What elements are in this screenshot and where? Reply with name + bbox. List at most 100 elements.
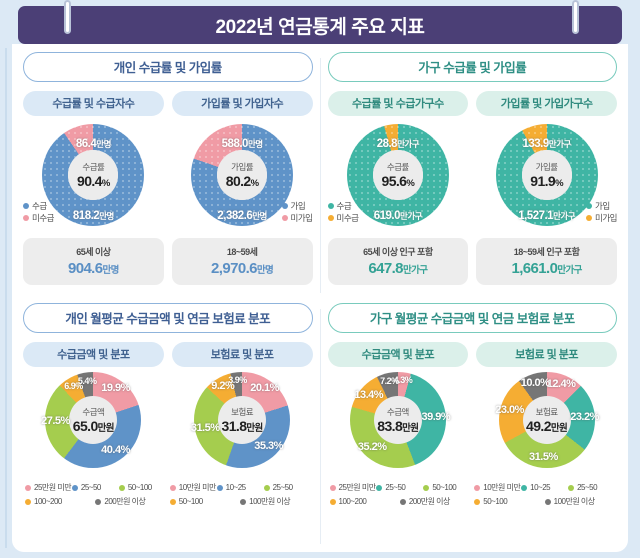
pie-slice-label: 3.9% (228, 375, 247, 386)
binder-ring-right (572, 0, 579, 34)
center-label: 보험료 (231, 407, 254, 417)
pie-slice-label: 27.5% (41, 415, 70, 428)
legend-label: 10만원 미만 (483, 483, 521, 492)
legend-item: 50~100 (118, 482, 166, 493)
pie-slice-label: 6.9% (64, 380, 83, 391)
legend-item: 10만원 미만 (474, 482, 521, 493)
pie-center-individual-premium-amount: 보험료 31.8만원 (218, 396, 267, 444)
annotation-non-recipients: 86.4만명 (75, 138, 112, 150)
page-title: 2022년 연금통계 주요 지표 (215, 16, 425, 38)
donut-center-individual-enrollment-rate: 가입률 80.2% (217, 150, 268, 200)
pie-slice-label: 40.4% (101, 443, 130, 456)
legend-swatch (329, 498, 336, 505)
legend-swatch (169, 484, 176, 491)
center-label: 가입률 (535, 162, 558, 172)
legend-item: 200만원 이상 (95, 496, 165, 507)
annotation-recipient-households: 619.0만가구 (373, 210, 423, 222)
chart-household-enrollment-rate: 가입률 및 가입가구수 가입률 91.9% 133.9만가구 1,527.1만가… (476, 91, 617, 285)
pie-slice-label: 4.3% (393, 375, 413, 386)
legend-label: 200만원 이상 (104, 497, 146, 506)
pie-slice-label: 10.0% (520, 376, 550, 389)
legend-label: 미수급 (32, 213, 54, 223)
pie-slice-label: 13.4% (354, 388, 384, 401)
legend-swatch (423, 484, 430, 491)
chart-household-premium-amount: 보험료 및 분포 보험료 49.2만원 12.4% 23.2% 31.5% 23.0%… (476, 342, 617, 476)
pie-slice-label: 31.5% (190, 422, 220, 435)
pie-slice-label: 39.9% (421, 411, 451, 424)
binder-ring-left (64, 0, 71, 34)
center-value: 49.2만원 (526, 418, 568, 434)
legend-swatch (327, 203, 334, 209)
legend-label: 25만원 미만 (34, 483, 72, 492)
center-value: 80.2% (225, 173, 259, 189)
pie-household-premium-amount: 보험료 49.2만원 (498, 372, 595, 468)
statbox-caption: 65세 이상 인구 포함 (363, 247, 433, 257)
panel-divider (319, 58, 321, 293)
legend-swatch (568, 484, 575, 491)
legend-label: 수급 (32, 201, 47, 211)
pie-slice-label: 9.2% (211, 380, 235, 393)
pie-household-receipt-amount: 수급액 83.8만원 (349, 372, 446, 468)
annotation-enrolled-households: 1,527.1만가구 (518, 210, 576, 222)
legend-swatch (281, 203, 288, 209)
legend-item: 10~25 (521, 482, 568, 493)
section-title-individual-amounts: 개인 월평균 수급금액 및 연금 보험료 분포 (23, 303, 313, 333)
legend-swatch (23, 203, 29, 209)
legend-swatch (169, 498, 176, 505)
center-value: 83.8만원 (377, 418, 419, 434)
legend-item: 10만원 미만 (169, 482, 217, 493)
center-label: 보험료 (535, 407, 558, 417)
legend-swatch (474, 498, 481, 505)
section-household-rates: 가구 수급률 및 가입률 수급률 및 수급가구수 수급률 95.6% (323, 52, 623, 299)
pie-slice-label: 5.4% (77, 375, 97, 386)
pie-slice-label: 23.2% (570, 410, 599, 423)
center-label: 가입률 (231, 162, 254, 172)
section-title-household-rates: 가구 수급률 및 가입률 (327, 52, 617, 82)
statbox-household-enrollment: 18~59세 인구 포함 1,661.0만가구 (476, 238, 617, 285)
legend-item: 25~50 (71, 482, 119, 493)
content-card: 개인 수급률 및 가입률 수급률 및 수급자수 수급률 90.4% (12, 44, 628, 552)
statbox-caption: 18~59세 인구 포함 (513, 247, 580, 257)
pie-slice-label: 23.0% (495, 404, 524, 417)
legend-label: 미수급 (336, 213, 359, 223)
pie-individual-receipt-amount: 수급액 65.0만원 (45, 372, 142, 468)
sub-title-individual-enrollment-rate: 가입률 및 가입자수 (171, 91, 313, 116)
chart-individual-premium-amount: 보험료 및 분포 보험료 31.8만원 20.1% 35.3% 31.5% 9.2% 3… (171, 342, 313, 476)
legend-label: 수급 (336, 201, 352, 211)
sub-title-household-premium-amount: 보험료 및 분포 (476, 342, 617, 367)
legend-label: 25~50 (80, 483, 101, 492)
pie-individual-premium-amount: 보험료 31.8만원 (194, 372, 291, 468)
donut-center-household-enrollment-rate: 가입률 91.9% (521, 150, 572, 200)
sub-title-individual-receipt-rate: 수급률 및 수급자수 (23, 91, 164, 116)
center-label: 수급률 (82, 162, 105, 172)
pie-slice-label: 19.9% (101, 382, 130, 395)
section-title-individual-rates: 개인 수급률 및 가입률 (23, 52, 313, 82)
annotation-recipients: 818.2만명 (72, 210, 114, 222)
pie-slice-label: 35.3% (254, 440, 283, 453)
statbox-value: 2,970.6만명 (211, 260, 274, 277)
section-household-amounts: 가구 월평균 수급금액 및 연금 보험료 분포 수급금액 및 분포 수급액 83… (323, 303, 623, 550)
legend-swatch (216, 484, 223, 491)
legend-swatch (474, 484, 481, 491)
legend-individual-amounts: 25만원 미만 25~50 50~100 100~200 200만원 이상 10만원 미… (23, 482, 313, 507)
pie-slice-label: 12.4% (546, 377, 576, 390)
legend-item: 25만원 미만 (25, 482, 72, 493)
legend-group-receipt: 25만원 미만 25~50 50~100 100~200 200만원 이상 (329, 482, 471, 507)
legend-label: 가입 (290, 201, 306, 211)
legend-item: 50~100 (423, 482, 470, 493)
left-edge-rule (5, 48, 7, 548)
legend-swatch (240, 498, 247, 505)
legend-household-amounts: 25만원 미만 25~50 50~100 100~200 200만원 이상 10만원 미… (328, 482, 618, 507)
statbox-value: 647.8만가구 (368, 260, 428, 277)
panel-divider (319, 309, 321, 544)
annotation-non-enrolled-households: 133.9만가구 (522, 138, 572, 150)
center-value: 91.9% (530, 173, 563, 189)
sub-title-household-enrollment-rate: 가입률 및 가입가구수 (476, 91, 617, 116)
legend-label: 25~50 (272, 483, 293, 492)
legend-item: 50~100 (474, 496, 544, 507)
section-individual-amounts: 개인 월평균 수급금액 및 연금 보험료 분포 수급금액 및 분포 수급액 65… (18, 303, 318, 550)
legend-item: 50~100 (169, 496, 240, 507)
legend-swatch (95, 498, 102, 505)
amounts-row: 개인 월평균 수급금액 및 연금 보험료 분포 수급금액 및 분포 수급액 65… (12, 301, 628, 552)
rates-row: 개인 수급률 및 가입률 수급률 및 수급자수 수급률 90.4% (12, 44, 628, 301)
